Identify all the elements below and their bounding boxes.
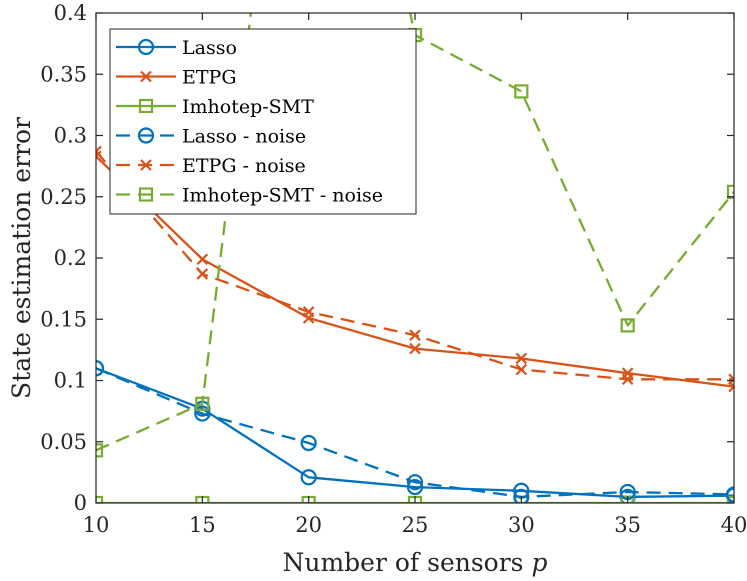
x-axis-label-variable: p	[531, 548, 547, 577]
series-lasso-noise	[96, 360, 734, 503]
tick-labels: 10 15 20 25 30 35 40 0 0.05 0.1 0.15 0.2 0.25 0.3 0.35…	[40, 1, 747, 537]
x-axis-label-text: Number of sensors	[283, 548, 532, 577]
data-point-imhotep-smt-noise	[620, 318, 635, 333]
data-point-etpg	[515, 352, 528, 365]
legend-label: ETPG	[182, 67, 237, 89]
series-line-lasso-noise	[96, 367, 734, 499]
legend-item-lasso-noise: Lasso - noise	[116, 126, 306, 148]
data-point-etpg-noise	[728, 373, 734, 386]
legend-label: Imhotep-SMT	[182, 96, 314, 118]
y-axis-label: State estimation error	[7, 117, 36, 399]
x-tick-label: 15	[189, 513, 216, 537]
legend-item-etpg: ETPG	[116, 67, 237, 89]
data-point-lasso-noise	[300, 434, 317, 452]
x-tick-label: 35	[614, 513, 641, 537]
y-tick-label: 0.15	[40, 307, 87, 331]
legend-item-imhotep-smt-noise: Imhotep-SMT - noise	[116, 185, 383, 207]
data-point-etpg-noise	[196, 268, 209, 280]
x-tick-label: 20	[295, 513, 322, 537]
data-point-etpg	[96, 150, 102, 163]
legend-label: Imhotep-SMT - noise	[182, 185, 383, 207]
y-tick-label: 0.4	[54, 1, 87, 25]
legend-box	[109, 28, 417, 215]
data-point-lasso-noise	[725, 486, 734, 503]
data-point-lasso-noise	[194, 405, 211, 422]
data-point-imhotep-smt-noise	[514, 84, 529, 99]
y-tick-label: 0.25	[40, 185, 87, 209]
legend-item-lasso: Lasso	[116, 37, 237, 59]
data-point-imhotep-smt-noise	[726, 184, 734, 199]
data-point-imhotep-smt-noise	[96, 443, 104, 458]
data-point-etpg-noise	[302, 306, 315, 318]
axes	[95, 12, 735, 504]
data-point-lasso-noise	[406, 474, 424, 491]
legend-label: ETPG - noise	[182, 155, 306, 177]
data-point-imhotep-smt-noise	[195, 396, 210, 411]
y-tick-label: 0.35	[40, 62, 87, 86]
legend-swatch-marker	[137, 127, 155, 144]
x-tick-label: 30	[508, 513, 535, 537]
legend-swatch-marker	[140, 70, 152, 83]
legend-swatch-marker	[138, 187, 154, 202]
legend-item-imhotep-smt: Imhotep-SMT	[116, 96, 314, 118]
data-point-etpg	[196, 253, 209, 266]
data-point-lasso-noise	[513, 488, 530, 503]
legend-swatch-marker	[137, 38, 155, 56]
series-etpg-noise	[96, 145, 734, 386]
data-point-etpg-noise	[621, 373, 634, 386]
data-point-lasso-noise	[96, 360, 105, 377]
y-tick-label: 0.3	[54, 124, 87, 148]
data-point-lasso	[406, 478, 424, 496]
data-point-etpg-noise	[96, 145, 102, 158]
legend: Lasso ETPG Imhotep-SMT Lasso - noise ETPG - …	[109, 28, 417, 215]
x-tick-label: 40	[721, 513, 747, 537]
y-tick-label: 0	[74, 491, 87, 515]
legend-item-etpg-noise: ETPG - noise	[116, 155, 306, 177]
legend-swatch-marker	[138, 98, 154, 114]
y-tick-label: 0.05	[40, 430, 87, 454]
data-point-etpg-noise	[409, 329, 421, 341]
legend-label: Lasso	[182, 37, 237, 59]
y-tick-label: 0.1	[54, 369, 87, 393]
y-tick-label: 0.2	[54, 246, 87, 270]
x-tick-label: 25	[402, 513, 429, 537]
data-point-lasso	[300, 469, 317, 486]
x-axis-label: Number of sensors p	[283, 548, 548, 577]
x-tick-label: 10	[83, 513, 110, 537]
legend-swatch-marker	[140, 159, 152, 171]
legend-label: Lasso - noise	[182, 126, 306, 148]
data-point-etpg	[409, 342, 421, 355]
data-point-etpg-noise	[515, 363, 528, 376]
